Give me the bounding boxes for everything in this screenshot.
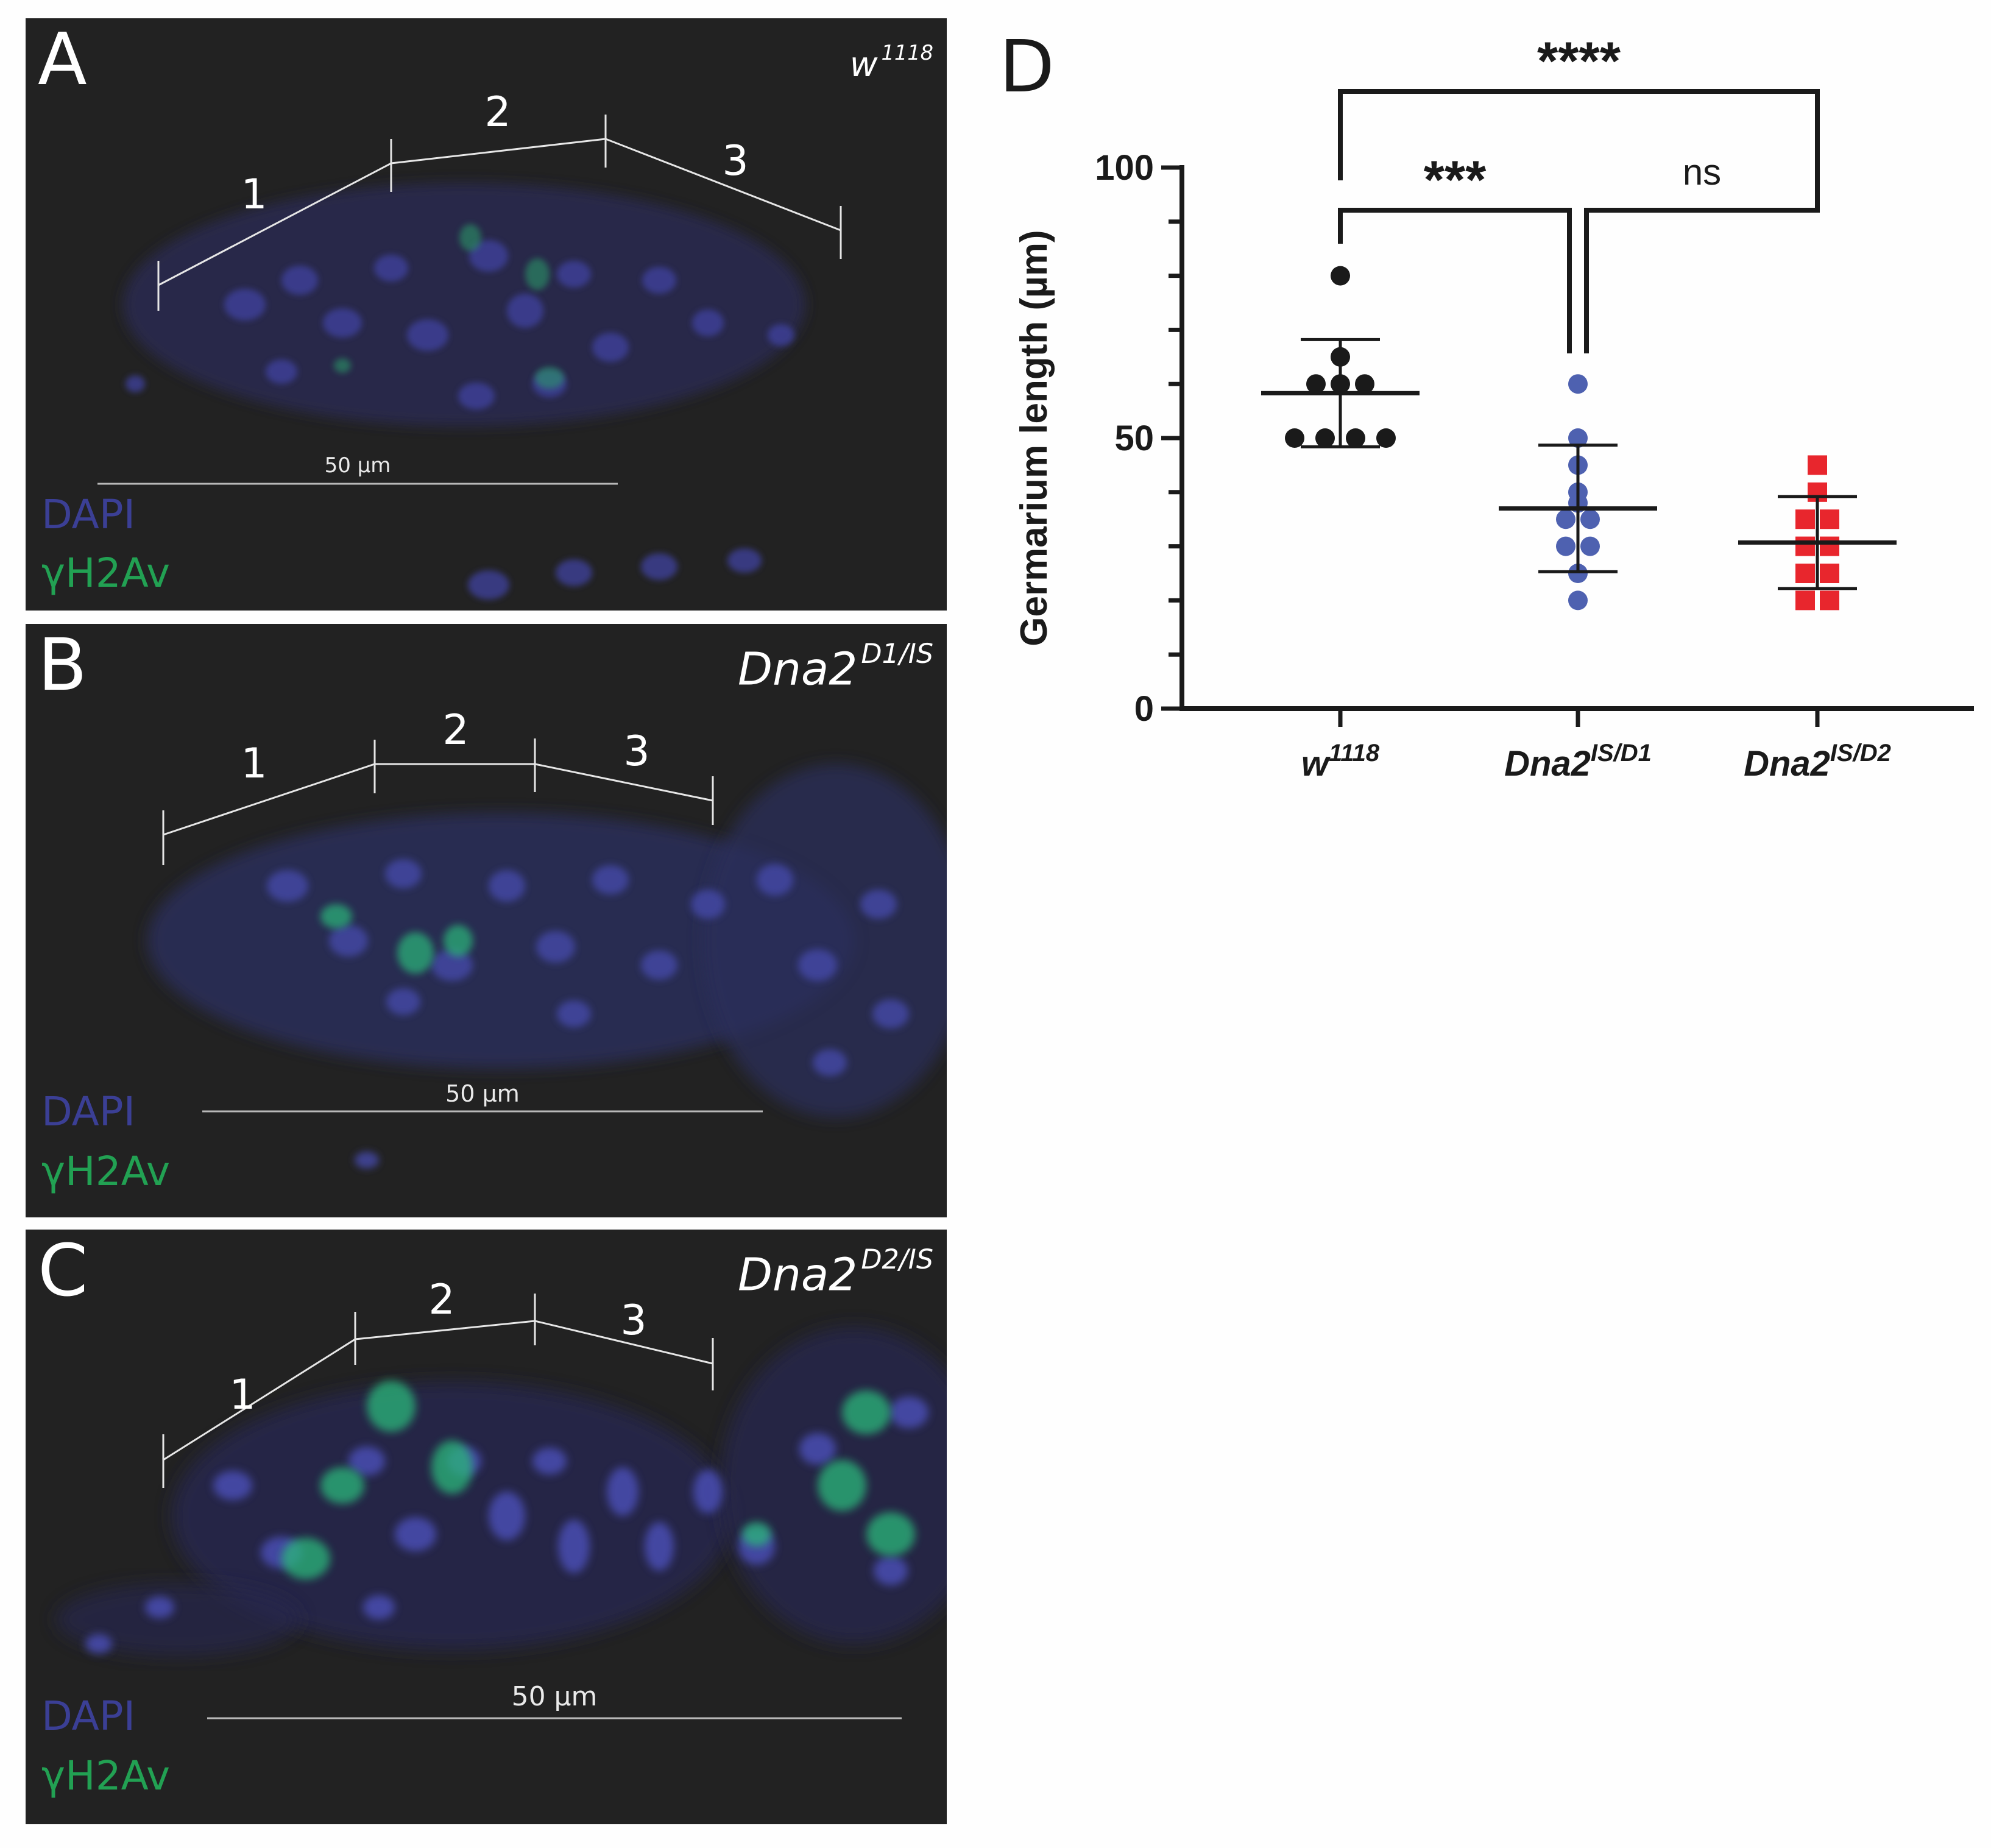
zone-label-2: 2: [428, 1276, 455, 1324]
data-point: [1285, 428, 1304, 448]
genotype-label-a: w 1118: [849, 41, 933, 85]
significance-bracket: [1338, 89, 1820, 180]
stain-label-dapi-b: DAPI: [41, 1088, 136, 1135]
data-point: [1820, 564, 1839, 583]
data-point: [1580, 509, 1600, 529]
germarium-length-chart: D 0 50 100 Germarium length (µm) w1118 Dna2IS…: [969, 0, 1991, 829]
significance-label: ns: [1683, 152, 1721, 193]
germarium-image-c: [56, 1294, 947, 1719]
zone-label-3: 3: [722, 137, 749, 185]
x-category-label: w1118: [1301, 740, 1380, 784]
data-point: [1315, 428, 1335, 448]
zone-label-2: 2: [442, 706, 469, 754]
panel-letter-a: A: [38, 18, 87, 101]
y-tick-label: 50: [1114, 419, 1154, 458]
significance-label: ***: [1424, 149, 1487, 210]
data-point: [1820, 509, 1839, 529]
data-point: [1568, 374, 1588, 394]
zone-label-1: 1: [241, 740, 267, 788]
stain-label-dapi-a: DAPI: [41, 491, 136, 538]
y-tick-label: 0: [1134, 689, 1154, 729]
data-point: [1808, 455, 1827, 475]
scale-bar-label-a: 50 µm: [324, 453, 391, 478]
stain-label-h2av-c: γH2Av: [41, 1752, 171, 1799]
data-point: [1795, 509, 1815, 529]
data-point: [1355, 374, 1374, 394]
series-2: [1738, 455, 1897, 611]
scale-bar-label-c: 50 µm: [511, 1681, 598, 1712]
x-category-label: Dna2IS/D1: [1504, 740, 1652, 784]
data-point: [1346, 428, 1365, 448]
data-point: [1795, 564, 1815, 583]
data-point: [1306, 374, 1326, 394]
micrograph-panel-c: C Dna2 D2/IS 1 2 3 50 µm DAPI γH2Av: [26, 1230, 947, 1824]
series-1: [1499, 374, 1657, 611]
data-point: [1376, 428, 1396, 448]
y-tick-label: 100: [1095, 148, 1154, 188]
series-0: [1261, 266, 1420, 448]
data-point: [1568, 590, 1588, 611]
y-axis-label: Germarium length (µm): [1013, 230, 1055, 646]
micrograph-panel-b: B Dna2 D1/IS 1 2 3 50 µm DAPI γH2Av: [26, 624, 947, 1217]
genotype-label-c: Dna2 D2/IS: [738, 1244, 933, 1301]
data-point: [1556, 509, 1575, 529]
data-point: [1568, 564, 1588, 583]
micrograph-panel-a: A w 1118 1 2 3 50 µm DAPI γH2Av: [26, 18, 947, 611]
data-point: [1580, 536, 1600, 556]
data-point: [1820, 536, 1839, 556]
significance-label: ****: [1537, 30, 1621, 91]
stain-label-dapi-c: DAPI: [41, 1693, 136, 1740]
zone-label-1: 1: [241, 171, 267, 219]
data-point: [1556, 536, 1575, 556]
scale-bar-label-b: 50 µm: [445, 1080, 520, 1107]
genotype-label-b: Dna2 D1/IS: [738, 639, 933, 696]
data-point: [1820, 590, 1839, 611]
zone-label-3: 3: [623, 728, 650, 776]
significance-bracket: [1584, 180, 1820, 353]
zone-label-3: 3: [620, 1297, 647, 1345]
chart-plot-area: 0 50 100 Germarium length (µm) w1118 Dna2IS/D…: [1013, 30, 1974, 784]
zone-label-2: 2: [484, 88, 511, 136]
germarium-image-b: [147, 738, 947, 1169]
data-point: [1331, 266, 1350, 286]
germarium-image-a: [97, 115, 842, 600]
stain-label-h2av-a: γH2Av: [41, 550, 171, 597]
data-point: [1568, 428, 1588, 448]
panel-letter-b: B: [38, 624, 87, 707]
significance-bracket: [1338, 208, 1572, 353]
panel-letter-c: C: [38, 1230, 88, 1312]
panel-letter-d: D: [999, 24, 1055, 108]
data-point: [1795, 590, 1815, 611]
stain-label-h2av-b: γH2Av: [41, 1148, 171, 1195]
data-point: [1795, 536, 1815, 556]
zone-label-1: 1: [229, 1371, 256, 1419]
x-category-label: Dna2IS/D2: [1744, 740, 1891, 784]
